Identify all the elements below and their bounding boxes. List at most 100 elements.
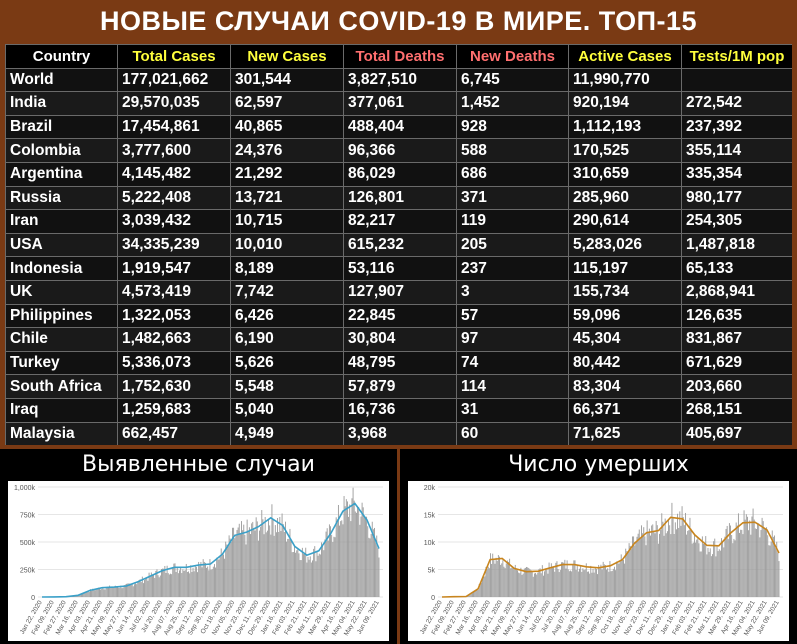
deaths-bar bbox=[769, 545, 771, 597]
table-row: South Africa 1,752,630 5,548 57,879 114 83,30… bbox=[5, 374, 792, 399]
cases-bar bbox=[90, 589, 91, 597]
value-cell: 310,659 bbox=[568, 161, 682, 187]
value-cell: 6,190 bbox=[230, 327, 344, 352]
deaths-bar bbox=[623, 559, 624, 597]
deaths-bar bbox=[485, 566, 487, 597]
value-cell: 1,919,547 bbox=[117, 256, 231, 281]
value-cell: 126,801 bbox=[343, 185, 457, 211]
cases-bar bbox=[185, 563, 187, 597]
deaths-bar bbox=[500, 564, 502, 597]
value-cell: 5,548 bbox=[230, 374, 344, 399]
deaths-bar bbox=[632, 536, 633, 597]
deaths-bar bbox=[659, 533, 660, 597]
cases-bar bbox=[226, 544, 228, 597]
value-cell: 290,614 bbox=[568, 209, 682, 234]
deaths-bar bbox=[719, 550, 721, 597]
cases-bar bbox=[138, 580, 140, 597]
value-cell: 53,116 bbox=[343, 256, 457, 281]
cases-bar bbox=[182, 569, 184, 597]
deaths-bar bbox=[574, 560, 576, 597]
cases-bar bbox=[246, 519, 248, 597]
cases-bar bbox=[161, 569, 162, 597]
cases-bar bbox=[78, 594, 80, 597]
cases-bar bbox=[274, 525, 276, 597]
deaths-bar bbox=[750, 534, 752, 597]
cases-bar bbox=[91, 590, 93, 597]
deaths-bar bbox=[744, 519, 746, 597]
value-cell: 83,304 bbox=[568, 374, 682, 399]
deaths-bar bbox=[552, 566, 553, 597]
cases-bar bbox=[368, 537, 370, 597]
table-row: Philippines 1,322,053 6,426 22,845 57 59,096 1… bbox=[5, 303, 792, 329]
value-cell bbox=[681, 67, 792, 93]
cases-bar bbox=[122, 587, 124, 597]
deaths-bar bbox=[685, 512, 686, 597]
cases-bar bbox=[180, 567, 182, 597]
deaths-bar bbox=[575, 569, 577, 597]
cases-bar bbox=[154, 577, 156, 597]
cases-bar bbox=[331, 534, 333, 597]
deaths-bar bbox=[540, 573, 542, 597]
deaths-bar bbox=[663, 535, 665, 597]
deaths-bar bbox=[576, 565, 578, 597]
table-row: Turkey 5,336,073 5,626 48,795 74 80,442 671,62… bbox=[5, 350, 792, 376]
cases-bar bbox=[281, 513, 283, 597]
cases-bar bbox=[264, 516, 266, 597]
cases-bar bbox=[208, 570, 210, 597]
deaths-bar bbox=[768, 545, 770, 597]
cases-bar bbox=[212, 566, 214, 597]
deaths-bar bbox=[604, 565, 606, 597]
cases-bar bbox=[102, 587, 104, 597]
cases-bar bbox=[308, 559, 310, 597]
country-cell: Brazil bbox=[5, 114, 118, 140]
cases-bar bbox=[85, 591, 87, 597]
cases-bar bbox=[221, 554, 223, 597]
deaths-y-tick-label: 0 bbox=[431, 595, 435, 602]
value-cell: 3,777,600 bbox=[117, 138, 231, 163]
deaths-bar bbox=[629, 545, 631, 597]
deaths-bar bbox=[553, 567, 555, 597]
deaths-bar bbox=[664, 518, 666, 597]
deaths-bar bbox=[521, 574, 523, 597]
cases-bar bbox=[252, 521, 254, 597]
deaths-bar bbox=[645, 545, 647, 597]
deaths-bar bbox=[499, 556, 500, 597]
value-cell: 97 bbox=[456, 327, 569, 352]
deaths-bar bbox=[778, 561, 780, 597]
deaths-bar bbox=[690, 528, 692, 597]
deaths-bar bbox=[657, 543, 659, 597]
deaths-bar bbox=[523, 568, 525, 597]
cases-bar bbox=[349, 504, 351, 597]
cases-bar bbox=[370, 533, 372, 597]
value-cell: 1,259,683 bbox=[117, 397, 231, 423]
deaths-bar bbox=[473, 591, 475, 597]
cases-bar bbox=[113, 587, 115, 597]
value-cell: 126,635 bbox=[681, 303, 792, 329]
deaths-bar bbox=[506, 560, 508, 597]
value-cell: 285,960 bbox=[568, 185, 682, 211]
deaths-bar bbox=[725, 528, 727, 597]
deaths-bar bbox=[726, 525, 728, 597]
value-cell: 920,194 bbox=[568, 91, 682, 116]
cases-bar bbox=[241, 521, 242, 597]
cases-bar bbox=[136, 584, 138, 597]
deaths-bar bbox=[760, 530, 762, 597]
deaths-bar bbox=[532, 576, 534, 597]
cases-bar bbox=[225, 541, 227, 597]
deaths-bar bbox=[636, 536, 638, 597]
cases-bar bbox=[327, 540, 329, 597]
deaths-bar bbox=[539, 568, 541, 597]
deaths-bar bbox=[612, 568, 614, 597]
deaths-bar bbox=[704, 542, 706, 597]
deaths-bar bbox=[724, 536, 726, 597]
cases-bar bbox=[334, 537, 336, 597]
deaths-bar bbox=[585, 563, 587, 597]
table-row: Iraq 1,259,683 5,040 16,736 31 66,371 268,151 bbox=[5, 397, 792, 423]
deaths-bar bbox=[501, 563, 503, 597]
value-cell: 5,222,408 bbox=[117, 185, 231, 211]
cases-bar bbox=[280, 531, 282, 597]
cases-bar bbox=[348, 516, 350, 597]
deaths-trend-line bbox=[441, 516, 780, 598]
cases-bar bbox=[312, 560, 313, 597]
